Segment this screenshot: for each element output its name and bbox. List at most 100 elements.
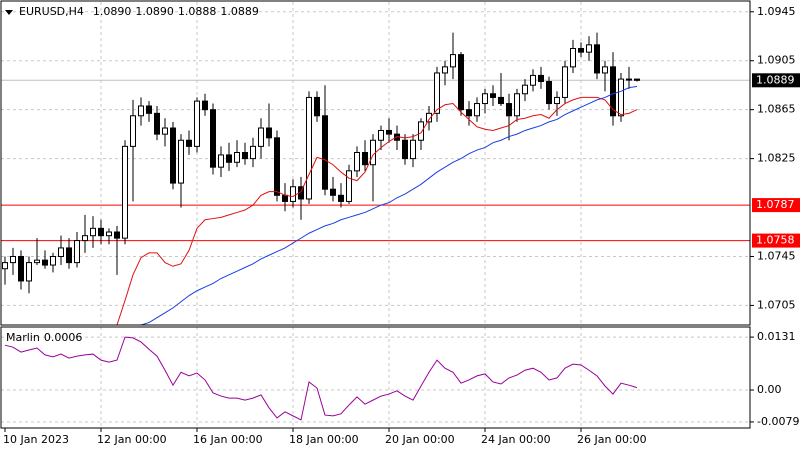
candle-body: [562, 66, 568, 98]
moving-average: [140, 85, 638, 326]
x-tick-label: 20 Jan 00:00: [385, 433, 455, 446]
candle-body: [306, 96, 312, 200]
candle-body: [186, 139, 192, 147]
level-label-box: [752, 198, 800, 213]
candle-body: [18, 255, 24, 282]
candle-body: [442, 66, 448, 74]
y-tick-label: 1.0905: [757, 54, 796, 67]
candle-body: [146, 105, 152, 114]
candle-body: [434, 72, 440, 114]
last-price-box: [752, 73, 800, 88]
indicator-panel-frame: [0, 326, 751, 429]
candle-body: [634, 78, 640, 81]
candle-body: [386, 129, 392, 135]
x-tick-label: 26 Jan 00:00: [577, 433, 647, 446]
candle-body: [82, 235, 88, 242]
candle-body: [42, 259, 48, 266]
y-tick-label: 1.0705: [757, 298, 796, 311]
candle-body: [586, 44, 592, 53]
candle-body: [314, 96, 320, 117]
y-tick-label: 1.0825: [757, 152, 796, 165]
candle-body: [490, 93, 496, 98]
candle-body: [66, 247, 72, 264]
candle-body: [330, 188, 336, 196]
candle-body: [162, 127, 168, 135]
candle-body: [130, 115, 136, 147]
level-label: 1.0758: [756, 234, 795, 247]
candle-body: [522, 84, 528, 95]
x-tick-label: 24 Jan 00:00: [481, 433, 551, 446]
candle-body: [218, 154, 224, 168]
candle-body: [474, 103, 480, 117]
candle-body: [274, 137, 280, 196]
candle-body: [570, 47, 576, 68]
candle-body: [178, 139, 184, 184]
level-label-box: [752, 233, 800, 248]
candle-body: [626, 78, 632, 81]
candle-body: [10, 255, 16, 264]
candle-body: [546, 81, 552, 105]
candle-body: [122, 145, 128, 239]
candle-body: [266, 127, 272, 139]
menu-triangle[interactable]: [5, 10, 13, 15]
candle-body: [578, 47, 584, 53]
indicator-name: Marlin: [6, 331, 40, 344]
candle-body: [338, 194, 344, 202]
y-tick-label: 0.00: [757, 383, 782, 396]
y-tick-label: 1.0945: [757, 5, 796, 18]
candle-body: [2, 262, 8, 270]
low: 1.0888: [178, 5, 217, 18]
candle-body: [290, 186, 296, 202]
candle-body: [170, 127, 176, 184]
candle-body: [498, 96, 504, 105]
candle-body: [362, 151, 368, 166]
candle-body: [514, 93, 520, 117]
candle-body: [410, 139, 416, 160]
candle-body: [114, 231, 120, 239]
candle-body: [346, 170, 352, 202]
candle-body: [250, 145, 256, 160]
candle-body: [58, 247, 64, 257]
chart-header: EURUSD,H4 1.0890 1.0890 1.0888 1.0889: [19, 5, 259, 18]
candle-body: [322, 115, 328, 190]
y-tick-label: -0.0079: [757, 415, 799, 428]
candle-body: [530, 74, 536, 86]
x-tick-label: 12 Jan 00:00: [97, 433, 167, 446]
x-tick-label: 16 Jan 00:00: [193, 433, 263, 446]
candle-body: [234, 151, 240, 163]
candle-body: [602, 66, 608, 74]
candle-body: [226, 154, 232, 163]
main-panel-frame: [0, 0, 751, 326]
indicator-line: [4, 336, 638, 421]
candle-body: [370, 139, 376, 166]
candle-body: [50, 255, 56, 266]
candle-body: [90, 227, 96, 237]
open: 1.0890: [93, 5, 132, 18]
x-tick-label: 18 Jan 00:00: [289, 433, 359, 446]
candle-body: [482, 93, 488, 105]
close: 1.0889: [220, 5, 259, 18]
candle-body: [106, 231, 112, 237]
indicator-header: Marlin 0.0006: [6, 331, 82, 344]
candle-body: [378, 129, 384, 141]
candle-body: [202, 100, 208, 111]
last-price-label: 1.0889: [756, 73, 795, 86]
candle-body: [418, 121, 424, 141]
candle-body: [402, 139, 408, 160]
candle-body: [466, 109, 472, 117]
candle-body: [138, 105, 144, 117]
candle-body: [74, 240, 80, 264]
candle-body: [594, 44, 600, 74]
candle-body: [458, 54, 464, 111]
candle-body: [98, 227, 104, 237]
candle-body: [450, 54, 456, 68]
candle-body: [26, 262, 32, 282]
candle-body: [554, 96, 560, 105]
symbol: EURUSD,H4: [19, 5, 84, 18]
moving-average: [116, 96, 638, 326]
level-label: 1.0787: [756, 198, 795, 211]
candle-body: [538, 74, 544, 83]
